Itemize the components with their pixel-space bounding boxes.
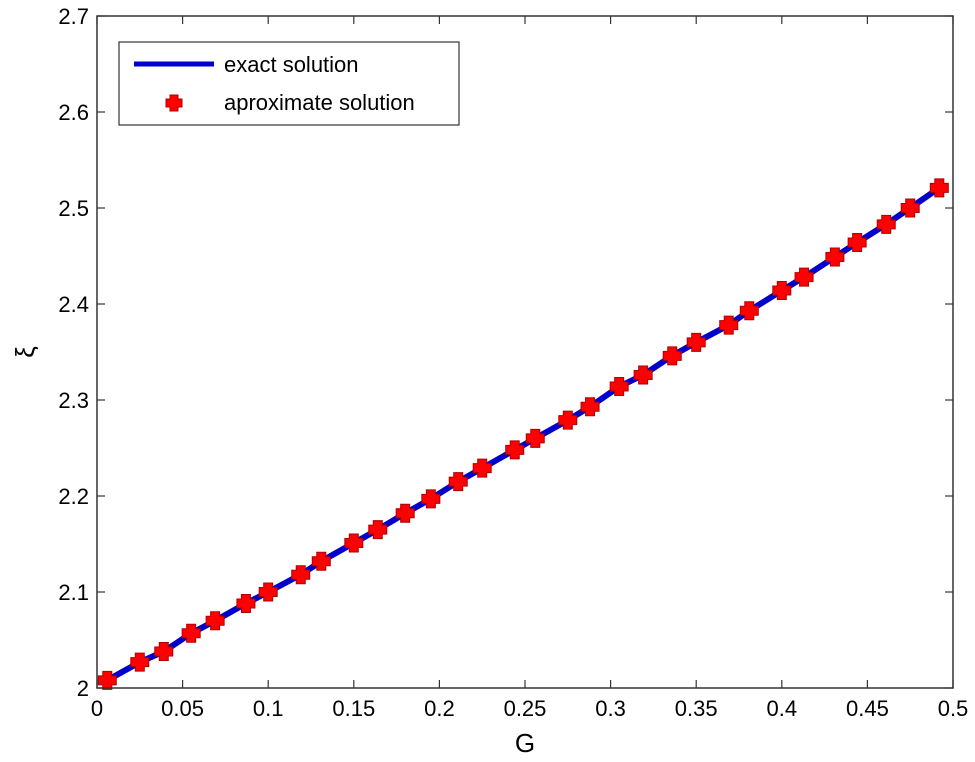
data-point-marker <box>929 178 949 198</box>
data-point-marker <box>154 642 174 662</box>
data-point-marker <box>205 611 225 631</box>
data-point-marker <box>368 520 388 540</box>
x-tick-label: 0.15 <box>332 696 375 721</box>
data-point-marker <box>558 410 578 430</box>
legend: exact solution aproximate solution <box>118 41 460 126</box>
y-axis-label: ξ <box>10 346 40 358</box>
data-point-marker <box>662 346 682 366</box>
y-tick-label: 2.6 <box>58 100 89 125</box>
data-point-marker <box>719 315 739 335</box>
data-point-marker <box>525 428 545 448</box>
y-tick-label: 2.2 <box>58 484 89 509</box>
approximate-solution-series <box>97 178 949 690</box>
data-point-marker <box>580 397 600 417</box>
data-point-marker <box>900 198 920 218</box>
data-point-marker <box>505 440 525 460</box>
x-tick-label: 0.1 <box>253 696 284 721</box>
x-axis-label: G <box>515 728 535 758</box>
x-tick-label: 0 <box>91 696 103 721</box>
x-tick-label: 0.3 <box>595 696 626 721</box>
data-point-marker <box>847 233 867 253</box>
data-point-marker <box>258 582 278 602</box>
x-tick-label: 0.25 <box>504 696 547 721</box>
data-point-marker <box>97 670 117 690</box>
data-point-marker <box>236 594 256 614</box>
y-axis: 2 2.1 2.2 2.3 2.4 2.5 2.6 2.7 <box>58 4 953 701</box>
exact-solution-series <box>104 184 943 684</box>
x-tick-label: 0.2 <box>424 696 455 721</box>
x-tick-label: 0.45 <box>846 696 889 721</box>
data-point-marker <box>739 301 759 321</box>
data-point-marker <box>421 489 441 509</box>
exact-solution-line <box>104 184 943 684</box>
y-tick-label: 2.4 <box>58 292 89 317</box>
data-point-marker <box>472 458 492 478</box>
data-point-marker <box>448 472 468 492</box>
y-tick-label: 2 <box>77 676 89 701</box>
data-point-marker <box>825 247 845 267</box>
data-point-marker <box>181 623 201 643</box>
y-tick-label: 2.5 <box>58 196 89 221</box>
legend-label-approximate: aproximate solution <box>224 90 415 115</box>
y-tick-label: 2.3 <box>58 388 89 413</box>
data-point-marker <box>395 503 415 523</box>
y-tick-label: 2.7 <box>58 4 89 29</box>
data-point-marker <box>876 214 896 234</box>
data-point-marker <box>633 365 653 385</box>
x-tick-label: 0.05 <box>161 696 204 721</box>
x-tick-label: 0.4 <box>767 696 798 721</box>
data-point-marker <box>772 281 792 301</box>
x-tick-label: 0.5 <box>938 696 969 721</box>
x-tick-label: 0.35 <box>675 696 718 721</box>
data-point-marker <box>344 533 364 553</box>
red-plus-marker-icon <box>165 94 183 112</box>
data-point-marker <box>291 565 311 585</box>
data-point-marker <box>130 652 150 672</box>
x-axis: 0 0.05 0.1 0.15 0.2 0.25 0.3 0.35 0.4 0.45 0.5 <box>91 16 968 721</box>
data-point-marker <box>609 377 629 397</box>
data-point-marker <box>686 332 706 352</box>
data-point-marker <box>794 267 814 287</box>
y-tick-label: 2.1 <box>58 580 89 605</box>
data-point-marker <box>311 551 331 571</box>
legend-label-exact: exact solution <box>224 52 359 77</box>
